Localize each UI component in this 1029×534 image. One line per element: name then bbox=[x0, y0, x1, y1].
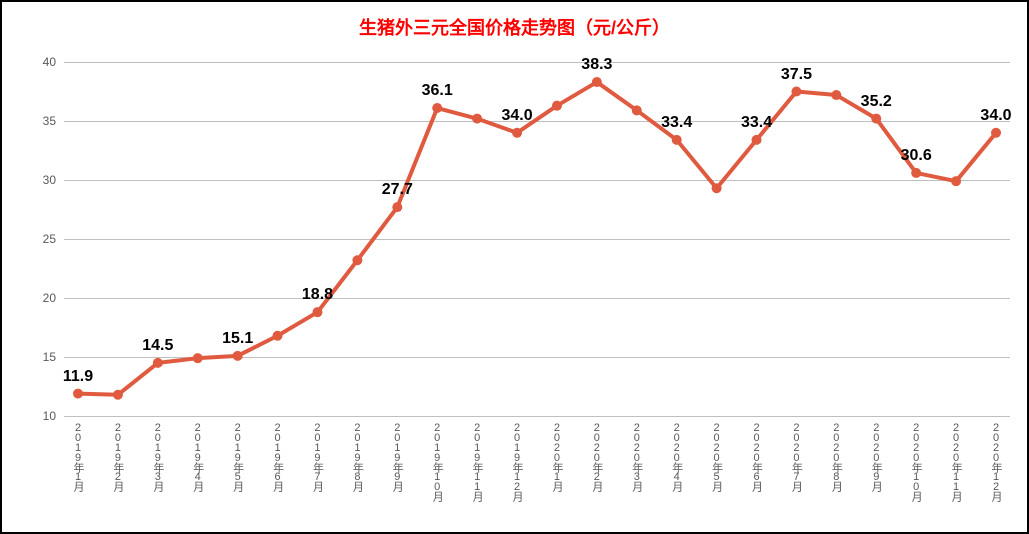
data-marker bbox=[871, 114, 881, 124]
x-tick-label: 2020年5月 bbox=[709, 422, 725, 490]
data-marker bbox=[672, 135, 682, 145]
x-tick-label: 2019年9月 bbox=[389, 422, 405, 490]
data-marker bbox=[312, 307, 322, 317]
data-marker bbox=[193, 353, 203, 363]
x-tick-label: 2019年11月 bbox=[469, 422, 485, 500]
chart-frame: 生猪外三元全国价格走势图（元/公斤） 101520253035402019年1月… bbox=[0, 0, 1029, 534]
data-marker bbox=[592, 77, 602, 87]
data-marker bbox=[472, 114, 482, 124]
data-marker bbox=[632, 105, 642, 115]
x-tick-label: 2019年6月 bbox=[270, 422, 286, 490]
x-tick-label: 2020年2月 bbox=[589, 422, 605, 490]
y-tick-label: 35 bbox=[16, 114, 56, 128]
data-marker bbox=[352, 255, 362, 265]
y-tick-label: 40 bbox=[16, 55, 56, 69]
data-marker bbox=[73, 389, 83, 399]
data-marker bbox=[392, 202, 402, 212]
data-marker bbox=[432, 103, 442, 113]
data-label: 35.2 bbox=[861, 93, 892, 111]
y-tick-label: 25 bbox=[16, 232, 56, 246]
price-line bbox=[78, 82, 996, 395]
y-tick-label: 10 bbox=[16, 409, 56, 423]
data-marker bbox=[512, 128, 522, 138]
x-tick-label: 2020年8月 bbox=[828, 422, 844, 490]
y-tick-label: 20 bbox=[16, 291, 56, 305]
data-label: 14.5 bbox=[142, 337, 173, 355]
x-tick-label: 2020年3月 bbox=[629, 422, 645, 490]
x-tick-label: 2019年8月 bbox=[349, 422, 365, 490]
plot-area: 101520253035402019年1月2019年2月2019年3月2019年… bbox=[64, 62, 1010, 416]
data-marker bbox=[712, 183, 722, 193]
data-label: 33.4 bbox=[741, 114, 772, 132]
data-label: 18.8 bbox=[302, 286, 333, 304]
data-marker bbox=[153, 358, 163, 368]
data-marker bbox=[951, 176, 961, 186]
y-tick-label: 15 bbox=[16, 350, 56, 364]
x-tick-label: 2020年4月 bbox=[669, 422, 685, 490]
x-tick-label: 2020年7月 bbox=[788, 422, 804, 490]
data-label: 34.0 bbox=[980, 107, 1011, 125]
x-tick-label: 2020年11月 bbox=[948, 422, 964, 500]
data-marker bbox=[752, 135, 762, 145]
data-marker bbox=[273, 331, 283, 341]
chart-title: 生猪外三元全国价格走势图（元/公斤） bbox=[2, 14, 1027, 40]
data-marker bbox=[911, 168, 921, 178]
data-label: 36.1 bbox=[422, 82, 453, 100]
data-label: 11.9 bbox=[63, 368, 93, 386]
line-series bbox=[64, 62, 1010, 416]
x-tick-label: 2020年9月 bbox=[868, 422, 884, 490]
data-label: 38.3 bbox=[581, 56, 612, 74]
x-tick-label: 2019年12月 bbox=[509, 422, 525, 500]
x-tick-label: 2020年10月 bbox=[908, 422, 924, 500]
data-marker bbox=[552, 101, 562, 111]
data-label: 34.0 bbox=[501, 107, 532, 125]
data-label: 30.6 bbox=[901, 147, 932, 165]
x-tick-label: 2020年1月 bbox=[549, 422, 565, 490]
data-marker bbox=[233, 351, 243, 361]
x-tick-label: 2019年4月 bbox=[190, 422, 206, 490]
data-label: 33.4 bbox=[661, 114, 692, 132]
x-tick-label: 2020年12月 bbox=[988, 422, 1004, 500]
x-tick-label: 2019年5月 bbox=[230, 422, 246, 490]
data-label: 15.1 bbox=[222, 330, 253, 348]
data-label: 37.5 bbox=[781, 66, 812, 84]
data-marker bbox=[991, 128, 1001, 138]
gridline bbox=[64, 416, 1010, 417]
x-tick-label: 2019年7月 bbox=[309, 422, 325, 490]
x-tick-label: 2019年3月 bbox=[150, 422, 166, 490]
data-marker bbox=[113, 390, 123, 400]
x-tick-label: 2019年1月 bbox=[70, 422, 86, 490]
y-tick-label: 30 bbox=[16, 173, 56, 187]
x-tick-label: 2019年10月 bbox=[429, 422, 445, 500]
data-marker bbox=[831, 90, 841, 100]
x-tick-label: 2020年6月 bbox=[749, 422, 765, 490]
data-label: 27.7 bbox=[382, 181, 413, 199]
x-tick-label: 2019年2月 bbox=[110, 422, 126, 490]
data-marker bbox=[791, 87, 801, 97]
